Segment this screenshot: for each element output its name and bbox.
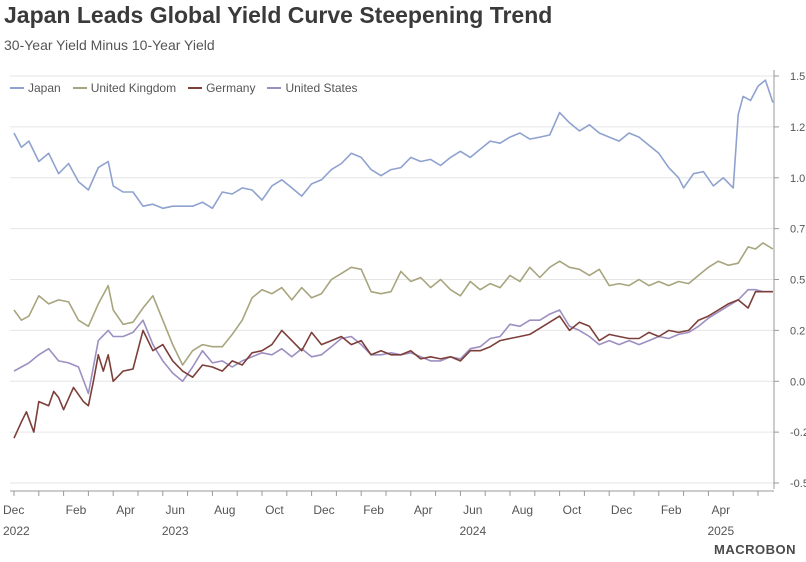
chart-subtitle: 30-Year Yield Minus 10-Year Yield	[4, 37, 215, 53]
x-tick-label: Oct	[265, 503, 284, 517]
series-line-germany	[13, 290, 773, 439]
chart-title: Japan Leads Global Yield Curve Steepenin…	[4, 2, 553, 28]
x-tick-label: Aug	[512, 503, 533, 517]
y-tick-label: 0.75	[790, 224, 806, 236]
y-tick-label: -0.25	[790, 427, 806, 439]
legend-item: United Kingdom	[72, 81, 177, 95]
x-tick-label: Feb	[661, 503, 682, 517]
legend-label: United Kingdom	[90, 81, 177, 95]
legend-item: Japan	[10, 81, 61, 95]
y-tick-label: 1.0	[790, 173, 805, 185]
y-tick-label: -0.5	[790, 478, 806, 490]
x-tick-label: Aug	[214, 503, 235, 517]
x-tick-label: Jun	[463, 503, 482, 517]
x-tick-label: Feb	[363, 503, 384, 517]
x-tick-label: Oct	[563, 503, 582, 517]
x-tick-labels: Dec 2022 Feb Apr Jun 2023 Aug Oct Dec Feb Apr Jun 20…	[3, 503, 734, 538]
y-tick-label: 1.25	[790, 122, 806, 134]
legend-label: Japan	[28, 81, 61, 95]
legend-swatch	[10, 87, 24, 89]
x-year-label: 2022	[3, 524, 30, 538]
legend-swatch	[267, 87, 282, 89]
y-tick-label: 1.5	[790, 71, 805, 83]
x-tick-label: Dec	[611, 503, 632, 517]
series-line-united-states	[13, 288, 773, 395]
grid-lines	[10, 75, 774, 484]
x-tick-label: Dec	[313, 503, 334, 517]
legend-item: Germany	[188, 81, 255, 95]
legend-swatch	[188, 87, 203, 89]
y-tick-label: 0.25	[790, 325, 806, 337]
series-line-japan	[13, 79, 774, 210]
brand-watermark: MACROBON	[714, 542, 796, 557]
series-lines	[13, 79, 774, 439]
y-tick-label: 0.0	[790, 376, 805, 388]
series-line-united-kingdom	[13, 242, 774, 366]
legend-swatch	[72, 87, 87, 89]
chart-legend: Japan United Kingdom Germany United States	[10, 81, 358, 95]
legend-label: United States	[285, 81, 358, 95]
x-year-label: 2025	[707, 524, 734, 538]
y-tick-label: 0.5	[790, 275, 805, 287]
x-tick-label: Apr	[414, 503, 433, 517]
legend-label: Germany	[206, 81, 256, 95]
x-tick-label: Feb	[66, 503, 87, 517]
x-year-label: 2023	[162, 524, 189, 538]
x-tick-label: Apr	[116, 503, 135, 517]
y-tick-labels: 1.5 1.25 1.0 0.75 0.5 0.25 0.0 -0.25 -0.5	[790, 71, 806, 490]
legend-item: United States	[267, 81, 358, 95]
axes	[10, 70, 779, 496]
x-tick-label: Jun	[166, 503, 185, 517]
x-tick-label: Apr	[711, 503, 730, 517]
x-tick-label: Dec	[3, 503, 24, 517]
x-year-label: 2024	[459, 524, 486, 538]
